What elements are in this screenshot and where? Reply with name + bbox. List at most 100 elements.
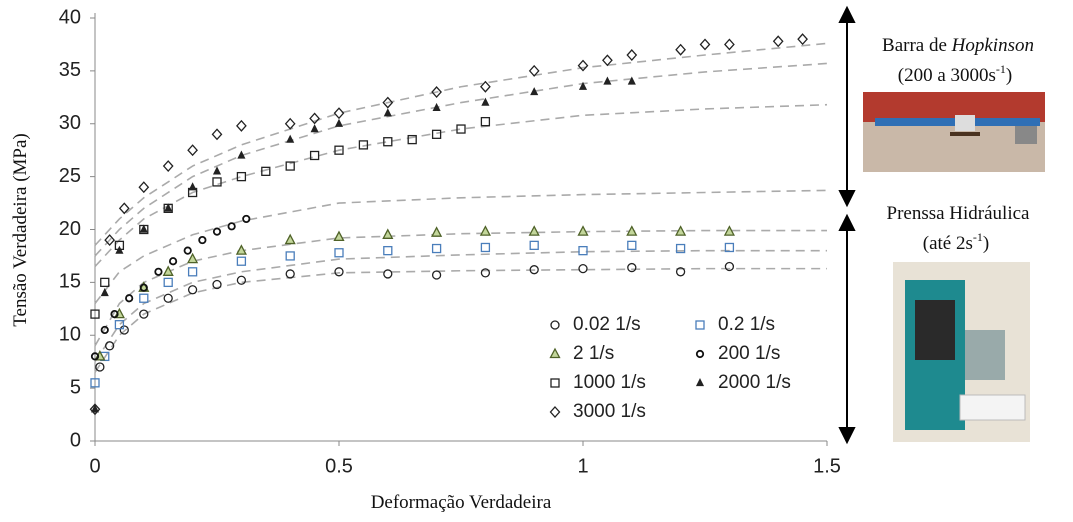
point bbox=[236, 171, 247, 182]
point bbox=[118, 202, 130, 215]
point bbox=[724, 261, 735, 272]
annotation-text: (200 a 3000s bbox=[898, 65, 996, 86]
point bbox=[675, 243, 686, 254]
point bbox=[528, 225, 540, 236]
point bbox=[163, 277, 173, 288]
point bbox=[723, 225, 735, 236]
legend-marker bbox=[695, 320, 705, 330]
point bbox=[242, 214, 251, 224]
legend-label: 0.2 1/s bbox=[718, 314, 775, 335]
fit-curve bbox=[94, 189, 828, 305]
y-tick-label: 40 bbox=[59, 6, 81, 28]
point bbox=[114, 320, 125, 330]
point bbox=[236, 256, 247, 266]
point bbox=[626, 225, 638, 236]
point bbox=[383, 245, 393, 256]
legend-label: 2 1/s bbox=[573, 343, 614, 364]
fit-curve bbox=[94, 103, 828, 268]
point bbox=[333, 107, 345, 120]
point bbox=[334, 145, 344, 155]
point bbox=[168, 257, 178, 266]
point bbox=[577, 59, 589, 72]
series bbox=[90, 214, 251, 361]
annotation-text: Hopkinson bbox=[951, 35, 1034, 56]
point bbox=[236, 119, 247, 132]
point bbox=[104, 234, 116, 247]
annotation-text: -1 bbox=[996, 62, 1006, 76]
point bbox=[236, 275, 247, 285]
annotation-text: Barra de bbox=[882, 35, 952, 56]
point bbox=[724, 38, 735, 51]
point bbox=[334, 267, 344, 277]
point bbox=[90, 309, 100, 319]
point bbox=[90, 378, 100, 388]
point bbox=[383, 137, 393, 147]
point bbox=[797, 33, 808, 46]
point bbox=[104, 341, 115, 351]
x-axis-title: Deformação Verdadeira bbox=[371, 492, 552, 513]
fit-curve bbox=[94, 62, 828, 257]
series bbox=[90, 116, 491, 319]
point bbox=[578, 263, 588, 274]
point bbox=[382, 96, 394, 109]
point bbox=[724, 242, 735, 253]
point bbox=[480, 80, 491, 93]
point bbox=[333, 230, 345, 242]
point bbox=[187, 267, 198, 277]
fit-curve bbox=[94, 229, 827, 347]
point bbox=[358, 140, 369, 150]
point bbox=[528, 64, 540, 77]
series bbox=[89, 33, 808, 416]
series bbox=[90, 240, 735, 388]
annotation: (até 2s-1) bbox=[923, 230, 989, 254]
point bbox=[284, 233, 296, 245]
point bbox=[675, 43, 686, 56]
point bbox=[383, 108, 392, 117]
series bbox=[94, 225, 735, 361]
annotation-text: ) bbox=[983, 233, 989, 254]
point bbox=[480, 242, 491, 253]
point bbox=[480, 116, 491, 127]
point bbox=[139, 283, 148, 292]
point bbox=[285, 251, 295, 261]
point bbox=[100, 287, 109, 297]
point bbox=[261, 166, 271, 176]
point bbox=[139, 309, 149, 319]
point bbox=[163, 293, 173, 303]
point bbox=[125, 294, 134, 303]
point bbox=[237, 150, 246, 159]
point bbox=[578, 81, 588, 90]
point bbox=[110, 309, 119, 319]
point bbox=[212, 166, 222, 175]
series bbox=[90, 76, 636, 413]
annotation-text: (até 2s bbox=[923, 233, 973, 254]
point bbox=[187, 144, 198, 157]
point bbox=[90, 404, 100, 413]
legend-label: 1000 1/s bbox=[573, 372, 646, 393]
point bbox=[627, 76, 636, 85]
point bbox=[334, 248, 344, 258]
point bbox=[119, 325, 129, 335]
x-tick-label: 1 bbox=[577, 455, 588, 477]
point bbox=[285, 161, 295, 171]
legend-marker bbox=[695, 378, 705, 387]
x-tick-label: 0.5 bbox=[325, 455, 353, 477]
point bbox=[198, 235, 207, 245]
point bbox=[529, 265, 539, 275]
point bbox=[431, 129, 442, 139]
y-tick-label: 15 bbox=[59, 271, 81, 293]
legend: 0.02 1/s 0.2 1/s 2 1/s 200 1/s 1000 1/s 2000 … bbox=[549, 314, 791, 422]
point bbox=[90, 352, 100, 361]
y-tick-label: 35 bbox=[59, 59, 81, 81]
point bbox=[772, 35, 784, 48]
point bbox=[432, 102, 441, 112]
point bbox=[603, 76, 612, 85]
point bbox=[675, 225, 687, 236]
point bbox=[162, 265, 174, 276]
annotation: Prenssa Hidráulica bbox=[887, 203, 1031, 224]
annotation-text: -1 bbox=[973, 230, 983, 244]
point bbox=[286, 134, 295, 143]
point bbox=[431, 243, 442, 254]
point bbox=[481, 97, 490, 106]
y-tick-label: 25 bbox=[59, 165, 81, 187]
